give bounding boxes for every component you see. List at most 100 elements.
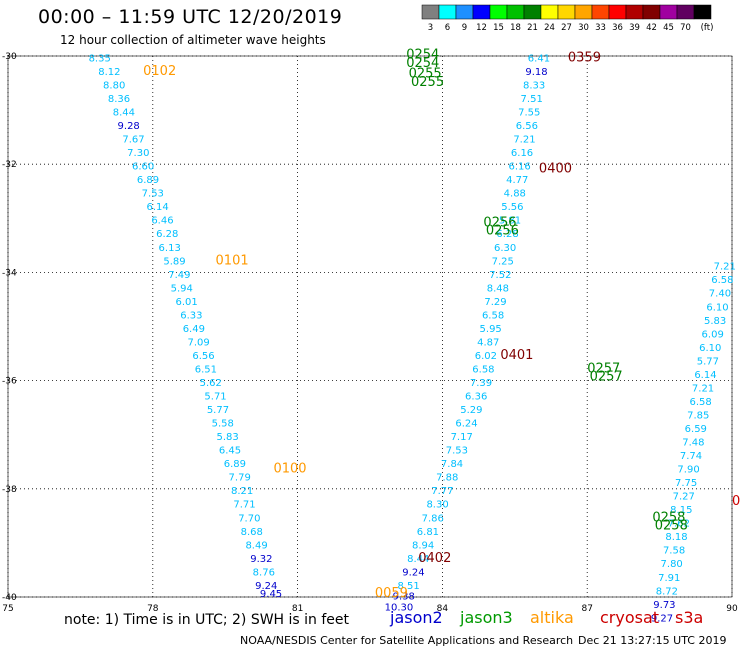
wave-height-value: 7.39 <box>470 378 492 389</box>
wave-height-value: 7.67 <box>122 135 144 146</box>
wave-height-value: 7.84 <box>441 459 463 470</box>
wave-height-value: 5.95 <box>480 324 502 335</box>
legend-swatch <box>489 4 508 20</box>
pass-time-label: 0359 <box>568 50 601 65</box>
grid-lines <box>7 55 733 598</box>
y-tick-label: -38 <box>2 485 17 495</box>
pass-time-label: 0 <box>732 494 740 509</box>
legend-swatch <box>608 4 627 20</box>
pass-time-label: 0258 <box>652 510 685 525</box>
wave-height-value: 6.33 <box>180 310 202 321</box>
y-tick-label: -34 <box>2 268 17 278</box>
wave-height-value: 7.71 <box>233 500 255 511</box>
wave-height-value: 6.60 <box>132 162 154 173</box>
wave-height-value: 7.91 <box>658 573 680 584</box>
wave-height-value: 6.56 <box>192 351 214 362</box>
legend-label: 39 <box>629 23 640 33</box>
pass-time-labels: 0102 0101 0100 0059 0359 0400 0401 0402 02540254… <box>143 48 740 601</box>
pass-time-label: 0254 <box>406 56 439 71</box>
wave-height-value: 5.83 <box>216 432 238 443</box>
wave-height-value: 8.18 <box>665 532 687 543</box>
wave-height-value: 8.94 <box>412 540 434 551</box>
y-tick-label: -36 <box>2 377 17 387</box>
wave-height-value: 8.12 <box>98 67 120 78</box>
legend-label: 9 <box>462 23 467 33</box>
legend-swatch <box>659 4 678 20</box>
footer-generated-date: Dec 21 13:27:15 UTC 2019 <box>578 634 727 647</box>
wave-height-value: 7.80 <box>661 559 683 570</box>
legend-swatch <box>438 4 457 20</box>
wave-height-tracks: 8.35 8.12 8.80 8.36 8.44 9.28 7.67 7.30 6.60 6.89… <box>89 53 736 624</box>
legend-label: 42 <box>646 23 657 33</box>
x-tick-label: 78 <box>147 604 159 614</box>
wave-height-value: 7.49 <box>168 270 190 281</box>
legend-label: 6 <box>445 23 450 33</box>
wave-height-value: 9.24 <box>402 567 424 578</box>
wave-height-value: 8.44 <box>407 554 429 565</box>
wave-height-value: 6.41 <box>528 53 550 64</box>
wave-height-value: 5.81 <box>499 216 521 227</box>
page-subtitle: 12 hour collection of altimeter wave hei… <box>60 33 326 47</box>
wave-height-value: 7.86 <box>422 513 444 524</box>
legend-swatch <box>540 4 559 20</box>
legend-label: 45 <box>663 23 674 33</box>
pass-time-label: 0102 <box>143 64 176 79</box>
x-tick-label: 81 <box>292 604 303 614</box>
pass-time-label: 0101 <box>216 253 249 268</box>
wave-height-value: 6.51 <box>195 364 217 375</box>
wave-height-value: 6.02 <box>475 351 497 362</box>
wave-height-value: 9.28 <box>118 121 140 132</box>
wave-height-value: 7.62 <box>668 519 690 530</box>
wave-height-value: 6.59 <box>685 424 707 435</box>
x-tick-label: 75 <box>2 604 13 614</box>
wave-height-value: 8.36 <box>108 94 130 105</box>
wave-height-value: 8.49 <box>245 540 267 551</box>
legend-swatch <box>574 4 593 20</box>
legend-swatch <box>506 4 525 20</box>
x-tick-label: 87 <box>581 604 592 614</box>
wave-height-value: 7.79 <box>229 473 251 484</box>
wave-height-value: 6.58 <box>482 310 504 321</box>
wave-height-value: 7.21 <box>513 135 535 146</box>
wave-height-value: 5.94 <box>171 283 193 294</box>
wave-height-value: 8.80 <box>103 80 125 91</box>
satellite-jason2: jason2 <box>390 608 443 627</box>
wave-height-value: 7.51 <box>521 94 543 105</box>
legend-label: 21 <box>527 23 538 33</box>
wave-height-value: 8.72 <box>656 586 678 597</box>
wave-height-value: 7.53 <box>142 189 164 200</box>
legend-swatch <box>455 4 474 20</box>
wave-height-value: 5.77 <box>207 405 229 416</box>
wave-height-value: 6.10 <box>699 343 721 354</box>
wave-height-value: 6.16 <box>508 162 530 173</box>
wave-height-value: 6.36 <box>465 392 487 403</box>
wave-height-value: 6.30 <box>494 243 516 254</box>
y-tick-label: -30 <box>2 52 17 62</box>
legend-label: 12 <box>476 23 487 33</box>
wave-height-value: 6.01 <box>175 297 197 308</box>
footer-note: note: 1) Time is in UTC; 2) SWH is in fe… <box>64 612 350 628</box>
legend-label: 24 <box>544 23 555 33</box>
wave-height-value: 8.33 <box>523 80 545 91</box>
wave-height-value: 9.32 <box>250 554 272 565</box>
wave-height-value: 6.56 <box>516 121 538 132</box>
wave-height-value: 7.90 <box>677 465 699 476</box>
wave-height-value: 7.17 <box>451 432 473 443</box>
wave-height-value: 6.13 <box>159 243 181 254</box>
legend-label: 70 <box>680 23 691 33</box>
x-tick-label: 90 <box>726 604 738 614</box>
wave-height-value: 8.15 <box>670 505 692 516</box>
wave-height-value: 6.45 <box>219 446 241 457</box>
legend-swatch <box>625 4 644 20</box>
pass-time-label: 0258 <box>655 518 688 533</box>
wave-height-value: 8.48 <box>487 283 509 294</box>
wave-height-value: 7.74 <box>680 451 702 462</box>
wave-height-value: 7.09 <box>188 337 210 348</box>
y-tick-label: -32 <box>2 160 17 170</box>
legend-swatch <box>557 4 576 20</box>
axis-tick-labels: 75 78 81 84 87 90 -30 -32 -34 -36 -38 -40 <box>2 52 738 614</box>
wave-height-value: 5.77 <box>697 356 719 367</box>
wave-height-value: 6.14 <box>146 202 168 213</box>
wave-height-value: 5.58 <box>212 419 234 430</box>
wave-height-value: 5.56 <box>501 202 523 213</box>
